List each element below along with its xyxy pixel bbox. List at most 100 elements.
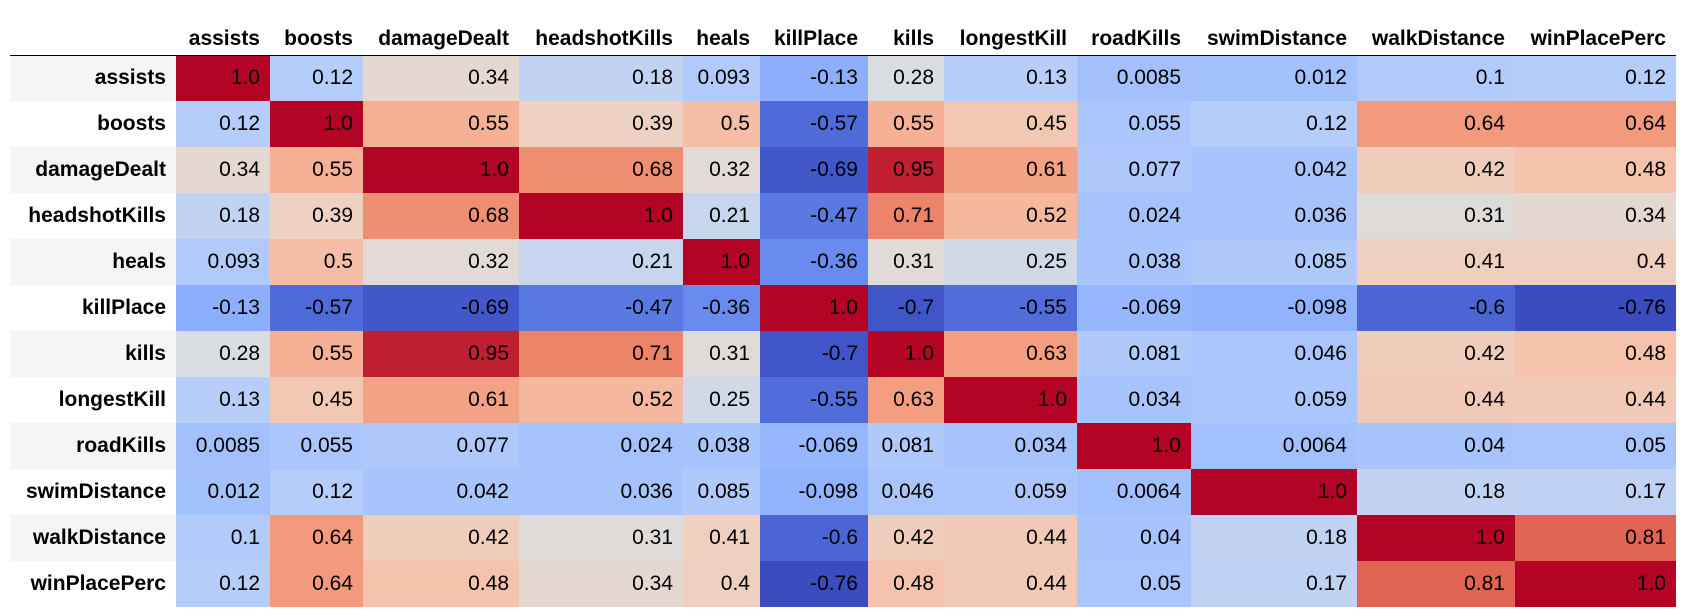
heatmap-cell: 0.5 xyxy=(683,101,760,147)
column-header-win-place-perc: winPlacePerc xyxy=(1515,8,1676,56)
heatmap-cell: 0.41 xyxy=(1357,239,1515,285)
heatmap-cell: 0.34 xyxy=(363,55,519,101)
heatmap-cell: 0.0085 xyxy=(176,423,270,469)
heatmap-cell: 0.042 xyxy=(363,469,519,515)
heatmap-cell: 1.0 xyxy=(270,101,363,147)
heatmap-cell: 0.34 xyxy=(519,561,683,607)
heatmap-cell: 0.68 xyxy=(519,147,683,193)
heatmap-cell: 0.055 xyxy=(1077,101,1191,147)
heatmap-cell: 0.64 xyxy=(1515,101,1676,147)
heatmap-row: winPlacePerc 0.12 0.64 0.48 0.34 0.4 -0.76 0.48… xyxy=(10,561,1676,607)
heatmap-cell: -0.13 xyxy=(176,285,270,331)
heatmap-cell: 0.21 xyxy=(519,239,683,285)
heatmap-cell: -0.7 xyxy=(760,331,868,377)
heatmap-cell: 0.17 xyxy=(1191,561,1357,607)
heatmap-cell: 0.038 xyxy=(1077,239,1191,285)
heatmap-cell: -0.55 xyxy=(760,377,868,423)
heatmap-cell: 0.18 xyxy=(176,193,270,239)
heatmap-cell: 1.0 xyxy=(1077,423,1191,469)
heatmap-cell: 0.63 xyxy=(868,377,944,423)
heatmap-cell: 0.44 xyxy=(944,561,1077,607)
heatmap-cell: 0.12 xyxy=(270,55,363,101)
heatmap-cell: 0.046 xyxy=(1191,331,1357,377)
column-header-row-group: assists boosts damageDealt headshotKills hea… xyxy=(10,8,1676,56)
heatmap-cell: 0.55 xyxy=(270,331,363,377)
heatmap-cell: 1.0 xyxy=(1191,469,1357,515)
heatmap-cell: 1.0 xyxy=(176,55,270,101)
heatmap-row: boosts 0.12 1.0 0.55 0.39 0.5 -0.57 0.55 0.45 0.0… xyxy=(10,101,1676,147)
heatmap-cell: 0.18 xyxy=(1357,469,1515,515)
heatmap-cell: 0.1 xyxy=(176,515,270,561)
heatmap-cell: 0.038 xyxy=(683,423,760,469)
heatmap-cell: 0.44 xyxy=(944,515,1077,561)
heatmap-cell: -0.098 xyxy=(760,469,868,515)
row-label-win-place-perc: winPlacePerc xyxy=(10,561,176,607)
heatmap-cell: -0.47 xyxy=(519,285,683,331)
heatmap-cell: 0.077 xyxy=(1077,147,1191,193)
heatmap-cell: 0.45 xyxy=(270,377,363,423)
heatmap-cell: 0.1 xyxy=(1357,55,1515,101)
heatmap-cell: 1.0 xyxy=(363,147,519,193)
heatmap-cell: 0.42 xyxy=(363,515,519,561)
heatmap-cell: 0.64 xyxy=(270,561,363,607)
heatmap-cell: 0.95 xyxy=(363,331,519,377)
heatmap-cell: 1.0 xyxy=(683,239,760,285)
row-label-road-kills: roadKills xyxy=(10,423,176,469)
column-header-kills: kills xyxy=(868,8,944,56)
row-label-headshot-kills: headshotKills xyxy=(10,193,176,239)
heatmap-cell: 0.48 xyxy=(363,561,519,607)
heatmap-row: heals 0.093 0.5 0.32 0.21 1.0 -0.36 0.31 0.25 0.0… xyxy=(10,239,1676,285)
heatmap-cell: 0.18 xyxy=(1191,515,1357,561)
heatmap-cell: 0.012 xyxy=(176,469,270,515)
heatmap-cell: -0.6 xyxy=(1357,285,1515,331)
heatmap-cell: 0.085 xyxy=(683,469,760,515)
heatmap-cell: -0.57 xyxy=(270,285,363,331)
column-header-assists: assists xyxy=(176,8,270,56)
row-label-walk-distance: walkDistance xyxy=(10,515,176,561)
heatmap-cell: 0.12 xyxy=(270,469,363,515)
heatmap-cell: 0.21 xyxy=(683,193,760,239)
heatmap-cell: 0.4 xyxy=(1515,239,1676,285)
column-header-swim-distance: swimDistance xyxy=(1191,8,1357,56)
heatmap-cell: 0.5 xyxy=(270,239,363,285)
heatmap-cell: 0.41 xyxy=(683,515,760,561)
heatmap-cell: 0.39 xyxy=(519,101,683,147)
heatmap-cell: 0.31 xyxy=(683,331,760,377)
heatmap-cell: 0.059 xyxy=(944,469,1077,515)
heatmap-cell: 0.12 xyxy=(1515,55,1676,101)
heatmap-cell: 1.0 xyxy=(1357,515,1515,561)
heatmap-cell: 0.81 xyxy=(1515,515,1676,561)
heatmap-cell: 0.68 xyxy=(363,193,519,239)
heatmap-cell: -0.069 xyxy=(760,423,868,469)
heatmap-cell: 1.0 xyxy=(760,285,868,331)
heatmap-cell: -0.6 xyxy=(760,515,868,561)
heatmap-cell: 1.0 xyxy=(519,193,683,239)
row-label-kills: kills xyxy=(10,331,176,377)
heatmap-cell: 0.4 xyxy=(683,561,760,607)
heatmap-cell: 0.081 xyxy=(1077,331,1191,377)
row-label-swim-distance: swimDistance xyxy=(10,469,176,515)
heatmap-cell: 0.18 xyxy=(519,55,683,101)
row-label-assists: assists xyxy=(10,55,176,101)
heatmap-cell: 0.44 xyxy=(1515,377,1676,423)
heatmap-cell: 0.077 xyxy=(363,423,519,469)
heatmap-cell: 0.024 xyxy=(1077,193,1191,239)
heatmap-row: swimDistance 0.012 0.12 0.042 0.036 0.085 -0.0… xyxy=(10,469,1676,515)
column-header-heals: heals xyxy=(683,8,760,56)
column-header-boosts: boosts xyxy=(270,8,363,56)
column-header-road-kills: roadKills xyxy=(1077,8,1191,56)
heatmap-cell: 0.55 xyxy=(363,101,519,147)
heatmap-cell: 0.034 xyxy=(944,423,1077,469)
heatmap-cell: 0.64 xyxy=(1357,101,1515,147)
heatmap-cell: 0.036 xyxy=(519,469,683,515)
heatmap-cell: 0.093 xyxy=(683,55,760,101)
heatmap-cell: 0.25 xyxy=(683,377,760,423)
heatmap-cell: 0.12 xyxy=(176,101,270,147)
heatmap-cell: -0.7 xyxy=(868,285,944,331)
heatmap-cell: 0.71 xyxy=(519,331,683,377)
heatmap-cell: 0.61 xyxy=(944,147,1077,193)
heatmap-row: headshotKills 0.18 0.39 0.68 1.0 0.21 -0.47 0.7… xyxy=(10,193,1676,239)
heatmap-cell: 0.28 xyxy=(176,331,270,377)
heatmap-cell: 0.61 xyxy=(363,377,519,423)
heatmap-cell: 0.31 xyxy=(519,515,683,561)
